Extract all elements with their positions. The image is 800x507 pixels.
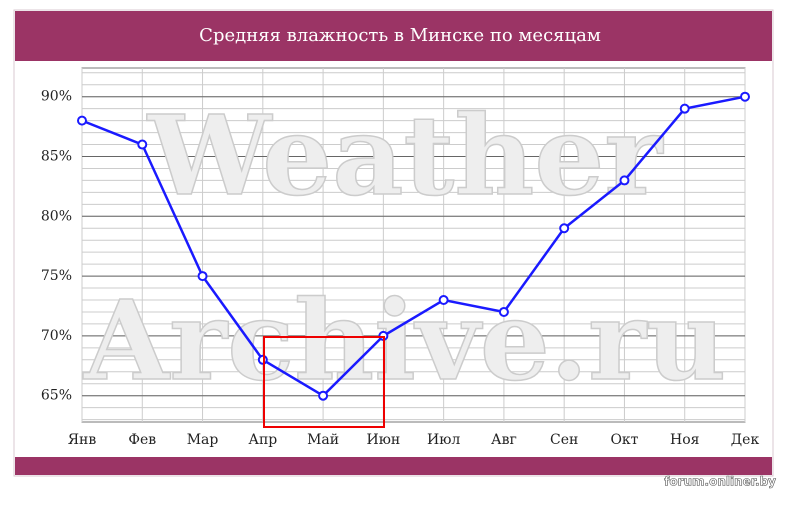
y-tick-label: 85% [41,149,72,165]
data-point [498,306,509,317]
chart-title: Средняя влажность в Минске по месяцам [199,25,601,46]
y-tick-label: 65% [41,388,72,404]
x-tick-label: Июн [366,432,400,448]
data-point [77,115,87,126]
data-point [318,390,329,401]
data-point [137,139,148,150]
x-tick-label: Мар [187,432,219,448]
data-point [619,175,630,186]
data-point [559,223,570,234]
data-point [740,91,750,102]
x-tick-label: Май [307,432,339,448]
x-tick-label: Апр [248,432,277,448]
data-point [257,354,268,365]
bottom-band [15,457,772,475]
x-tick-label: Дек [731,432,760,448]
series-line [81,95,746,398]
x-tick-label: Окт [610,432,638,448]
data-point [197,271,208,282]
data-point [438,295,449,306]
y-tick-label: 75% [41,268,72,284]
y-tick-label: 70% [41,328,72,344]
x-tick-label: Авг [491,432,517,448]
x-tick-label: Фев [128,432,156,448]
title-band [15,11,772,61]
data-point [679,103,690,114]
y-tick-label: 90% [41,89,72,105]
watermark: Weather [147,91,665,220]
highlight-box [263,336,385,428]
source-watermark: forum.onliner.by [664,475,776,489]
x-tick-label: Янв [68,432,97,448]
x-tick-label: Сен [550,432,578,448]
series-group [77,91,750,401]
x-tick-label: Ноя [670,432,700,448]
grid [81,68,746,422]
x-tick-label: Июл [427,432,460,448]
plot-area [81,67,746,423]
watermark: Archive.ru [83,276,726,405]
y-tick-label: 80% [41,208,72,224]
